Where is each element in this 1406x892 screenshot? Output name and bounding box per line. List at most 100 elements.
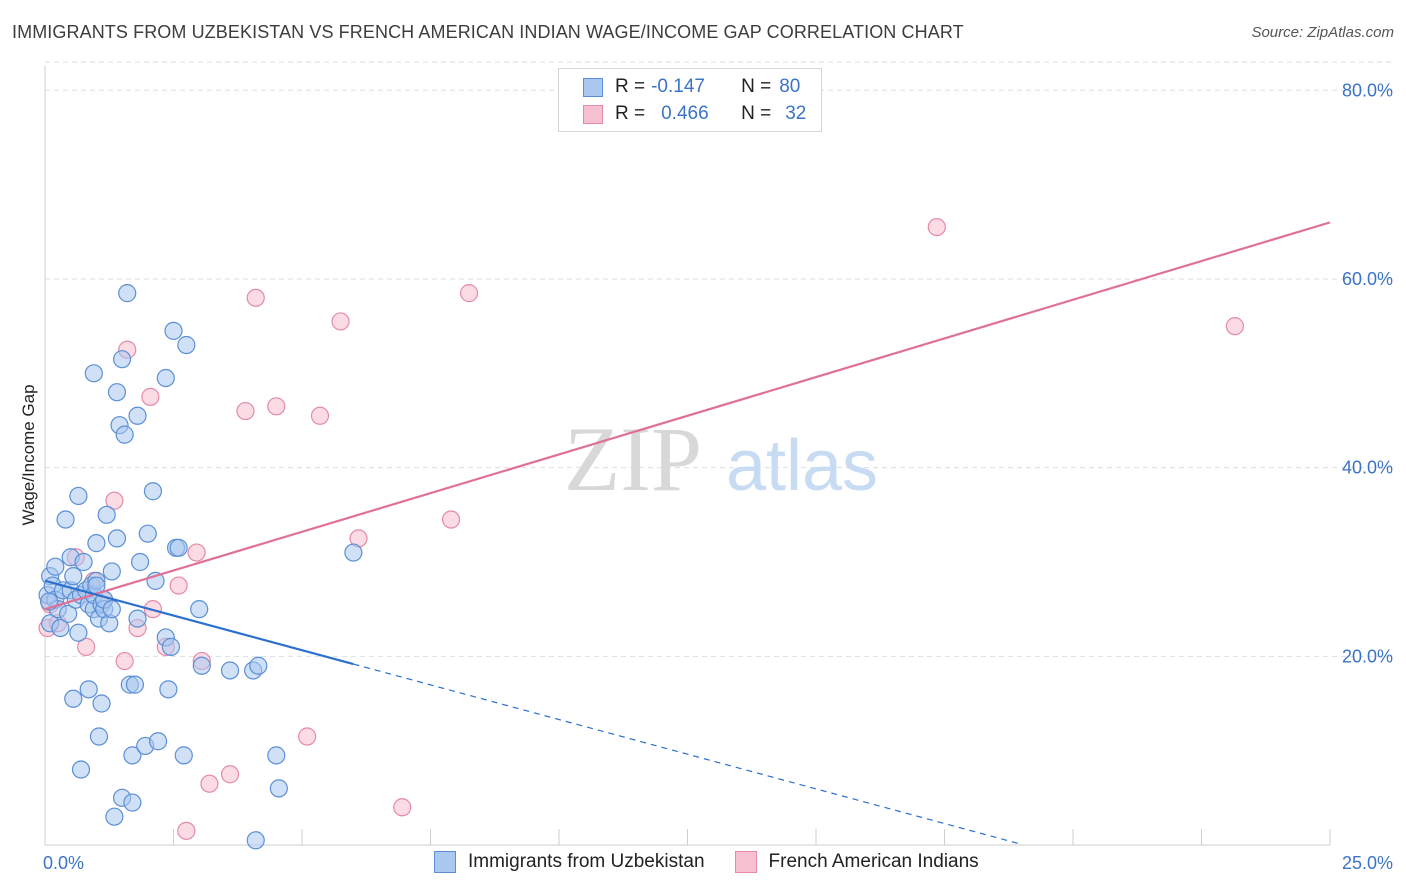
data-point-uzbekistan xyxy=(51,618,70,638)
data-point-uzbekistan xyxy=(97,505,116,524)
data-point-uzbekistan xyxy=(56,510,75,529)
data-point-uzbekistan xyxy=(148,732,168,751)
watermark-zip: ZIP xyxy=(564,408,702,510)
trend-line-uzbekistan-extrapolated xyxy=(353,663,1022,845)
x-tick-label: 0.0% xyxy=(43,853,84,873)
r-value: -0.147 xyxy=(651,76,705,97)
legend-item-uzbekistan[interactable]: Immigrants from Uzbekistan xyxy=(434,851,705,873)
data-point-uzbekistan xyxy=(269,779,288,798)
grid xyxy=(45,61,1392,657)
data-point-uzbekistan xyxy=(92,694,111,713)
stats-legend: R = -0.147 N = 80 R = 0.466 N = 32 xyxy=(558,68,822,132)
data-point-uzbekistan xyxy=(164,321,183,340)
y-tick-label: 60.0% xyxy=(1342,269,1393,289)
data-point-uzbekistan xyxy=(123,793,142,812)
data-point-uzbekistan xyxy=(156,368,175,388)
data-point-uzbekistan xyxy=(79,680,98,699)
x-tick-label: 25.0% xyxy=(1342,853,1393,873)
n-value: 32 xyxy=(785,103,807,124)
data-point-uzbekistan xyxy=(177,335,196,355)
pink-swatch xyxy=(583,104,603,124)
data-point-french-american-indians xyxy=(141,387,160,406)
data-point-french-american-indians xyxy=(1225,317,1245,336)
source-label: Source: ZipAtlas.com xyxy=(1251,24,1394,41)
data-point-uzbekistan xyxy=(118,284,137,303)
data-point-uzbekistan xyxy=(59,604,78,623)
data-point-uzbekistan xyxy=(123,746,142,765)
data-point-uzbekistan xyxy=(125,675,145,694)
series-french-american-indians xyxy=(38,217,1245,840)
legend-row-french-american-indians: R = 0.466 N = 32 xyxy=(583,102,806,126)
blue-swatch xyxy=(434,851,456,873)
n-label: N = xyxy=(741,76,772,97)
legend-row-uzbekistan: R = -0.147 N = 80 xyxy=(583,75,800,99)
data-point-french-american-indians xyxy=(441,510,461,529)
data-point-uzbekistan xyxy=(161,637,181,656)
y-tick-label: 80.0% xyxy=(1342,80,1393,100)
data-point-uzbekistan xyxy=(169,538,188,557)
data-point-french-american-indians xyxy=(246,288,265,307)
data-point-uzbekistan xyxy=(115,425,134,444)
r-label: R = xyxy=(615,103,646,124)
n-value: 80 xyxy=(779,76,801,97)
data-point-uzbekistan xyxy=(249,656,268,675)
data-point-uzbekistan xyxy=(69,486,88,506)
data-point-french-american-indians xyxy=(927,217,946,237)
series-immigrants-from-uzbekistan xyxy=(38,284,363,850)
data-point-french-american-indians xyxy=(187,543,206,562)
data-point-french-american-indians xyxy=(200,774,219,793)
pink-swatch xyxy=(734,851,757,873)
data-point-uzbekistan xyxy=(74,552,93,572)
data-point-uzbekistan xyxy=(128,406,147,425)
r-value: 0.466 xyxy=(661,103,709,124)
data-point-french-american-indians xyxy=(298,727,317,746)
y-tick-label: 20.0% xyxy=(1342,646,1393,666)
data-point-french-american-indians xyxy=(115,651,134,671)
data-point-uzbekistan xyxy=(112,350,132,369)
data-point-french-american-indians xyxy=(105,491,124,510)
data-point-french-american-indians xyxy=(310,406,330,425)
data-point-uzbekistan xyxy=(159,680,178,699)
data-point-french-american-indians xyxy=(267,397,286,416)
data-point-french-american-indians xyxy=(77,637,96,656)
data-point-french-american-indians xyxy=(169,576,188,595)
n-label: N = xyxy=(741,103,772,124)
data-point-uzbekistan xyxy=(138,524,157,543)
data-point-uzbekistan xyxy=(143,482,163,501)
data-point-french-american-indians xyxy=(220,765,240,784)
data-point-uzbekistan xyxy=(267,746,286,765)
chart-title: IMMIGRANTS FROM UZBEKISTAN VS FRENCH AME… xyxy=(12,22,964,42)
blue-swatch xyxy=(583,77,603,97)
data-point-uzbekistan xyxy=(190,600,209,619)
legend-item-french-american-indians[interactable]: French American Indians xyxy=(734,851,979,873)
tick-labels: 20.0% 40.0% 60.0% 80.0% 0.0% 25.0% xyxy=(43,80,1393,873)
data-point-uzbekistan xyxy=(128,609,147,628)
data-point-uzbekistan xyxy=(220,661,240,680)
data-point-french-american-indians xyxy=(331,312,350,331)
data-point-uzbekistan xyxy=(64,567,83,586)
data-point-uzbekistan xyxy=(89,727,109,746)
trend-line-uzbekistan xyxy=(44,579,354,666)
data-point-french-american-indians xyxy=(393,798,412,817)
r-label: R = xyxy=(615,76,646,97)
y-tick-label: 40.0% xyxy=(1342,458,1393,478)
y-axis-label: Wage/Income Gap xyxy=(19,384,38,525)
data-point-uzbekistan xyxy=(107,529,127,548)
data-point-uzbekistan xyxy=(46,557,65,576)
legend-label: Immigrants from Uzbekistan xyxy=(468,851,705,872)
data-point-uzbekistan xyxy=(102,562,121,581)
data-point-uzbekistan xyxy=(246,831,265,850)
data-point-uzbekistan xyxy=(71,760,91,779)
data-point-uzbekistan xyxy=(192,656,211,675)
data-point-uzbekistan xyxy=(174,746,193,765)
watermark-atlas: atlas xyxy=(726,426,878,506)
data-point-uzbekistan xyxy=(87,534,106,553)
data-point-uzbekistan xyxy=(102,600,121,619)
data-point-uzbekistan xyxy=(84,364,103,383)
trend-lines xyxy=(44,221,1331,845)
data-point-uzbekistan xyxy=(107,383,127,402)
data-point-french-american-indians xyxy=(177,821,196,840)
data-point-uzbekistan xyxy=(69,623,88,642)
series-legend: Immigrants from Uzbekistan French Americ… xyxy=(434,851,1009,873)
